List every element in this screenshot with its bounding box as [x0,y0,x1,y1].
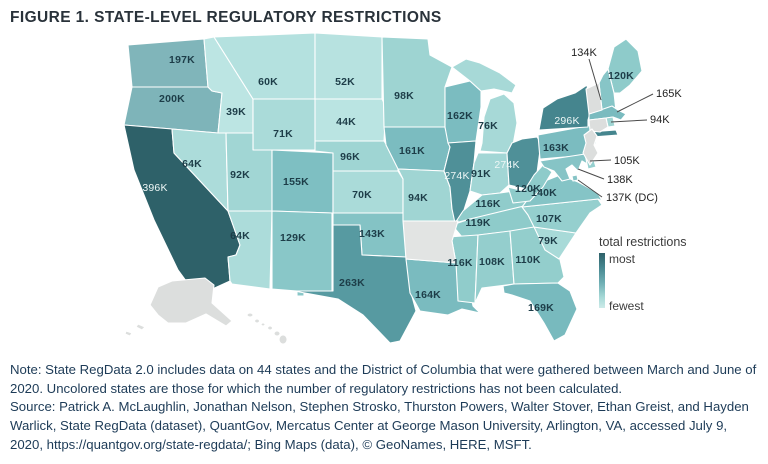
callout-line-ri [610,119,648,123]
state-vt [585,82,603,115]
callout-line-dc [577,179,603,198]
state-label-ca: 396K [142,182,167,194]
state-mi [479,93,518,154]
figure-note: Note: State RegData 2.0 includes data on… [10,362,757,396]
state-label-al: 108K [479,256,505,268]
state-label-mo: 94K [408,192,428,204]
legend-fewest-label: fewest [609,299,644,313]
callout-label-nh: 134K [571,47,597,59]
state-label-ut: 92K [230,169,250,181]
state-label-ny: 296K [554,115,579,127]
state-label-nc: 107K [536,213,562,225]
state-tx [293,224,417,344]
callout-label-de: 105K [614,155,640,167]
state-al [474,230,515,304]
state-nj [582,128,599,166]
callout-label-dc: 137K (DC) [606,192,658,204]
state-label-sd: 44K [336,116,356,128]
state-label-co: 155K [283,176,309,188]
state-ct [588,117,609,133]
state-ny [538,84,591,131]
state-label-wv: 120K [515,183,541,195]
state-label-az: 64K [230,230,250,242]
figure-source: Source: Patrick A. McLaughlin, Jonathan … [10,399,749,452]
state-wv [507,164,553,204]
state-label-va: 140K [531,187,557,199]
state-dc [571,174,579,182]
callout-label-md: 138K [607,174,633,186]
state-label-me: 120K [608,70,634,82]
callout-label-ma: 165K [656,88,682,100]
state-label-wy: 71K [273,128,293,140]
state-label-id: 39K [226,106,246,118]
state-label-or: 200K [159,93,185,105]
callout-line-de [589,159,612,162]
state-me [607,38,643,94]
state-az [227,210,273,290]
map-legend: total restrictions most fewest [599,235,687,313]
state-label-mi: 76K [478,120,498,132]
state-label-nm: 129K [280,232,306,244]
state-label-ms: 116K [447,257,473,269]
state-label-ne: 96K [340,151,360,163]
state-label-tn: 119K [465,217,491,229]
state-label-mt: 60K [258,76,278,88]
state-label-mn: 98K [394,90,414,102]
state-label-ia: 161K [399,145,425,157]
figure-title: FIGURE 1. STATE-LEVEL REGULATORY RESTRIC… [10,9,442,26]
state-label-in: 91K [471,168,491,180]
state-label-nd: 52K [335,76,355,88]
state-label-ok: 143K [359,228,385,240]
callout-label-ri: 94K [650,114,670,126]
state-label-sc: 79K [538,235,558,247]
state-labels-layer: 197K 200K 396K 64K 39K 60K 71K 92K 155K 64K 129K 52… [142,54,634,314]
state-label-nv: 64K [182,158,202,170]
state-mn [381,36,453,128]
state-label-pa: 163K [543,142,569,154]
legend-most-label: most [609,252,636,266]
state-wa [127,38,209,88]
state-hi [246,312,288,345]
state-nc [521,198,603,234]
state-label-oh: 274K [494,159,519,171]
state-label-ky: 116K [475,198,501,210]
state-label-ks: 70K [352,189,372,201]
state-label-fl: 169K [528,302,554,314]
us-choropleth-map: 197K 200K 396K 64K 39K 60K 71K 92K 155K 64K 129K 52… [123,32,687,345]
state-label-ga: 110K [515,254,541,266]
callouts-layer: 134K 165K 94K 105K 138K 137K (DC) [571,47,682,204]
state-mi [451,58,517,94]
state-wy [252,98,318,151]
state-label-wi: 162K [447,110,473,122]
callout-line-nh [588,58,602,101]
legend-gradient-bar [599,253,605,308]
state-nm [271,210,333,297]
state-fl [502,282,578,342]
callout-line-ma [616,93,654,113]
state-label-la: 164K [415,289,441,301]
callout-line-md [577,168,605,180]
state-label-tx: 263K [339,277,365,289]
state-nd [314,32,383,100]
state-ak [124,277,233,337]
state-label-il: 274K [444,170,469,182]
states-layer [123,32,643,345]
legend-title: total restrictions [599,235,687,249]
figure-caption: Note: State RegData 2.0 includes data on… [0,355,768,455]
state-ar [402,220,459,264]
state-label-wa: 197K [169,54,195,66]
